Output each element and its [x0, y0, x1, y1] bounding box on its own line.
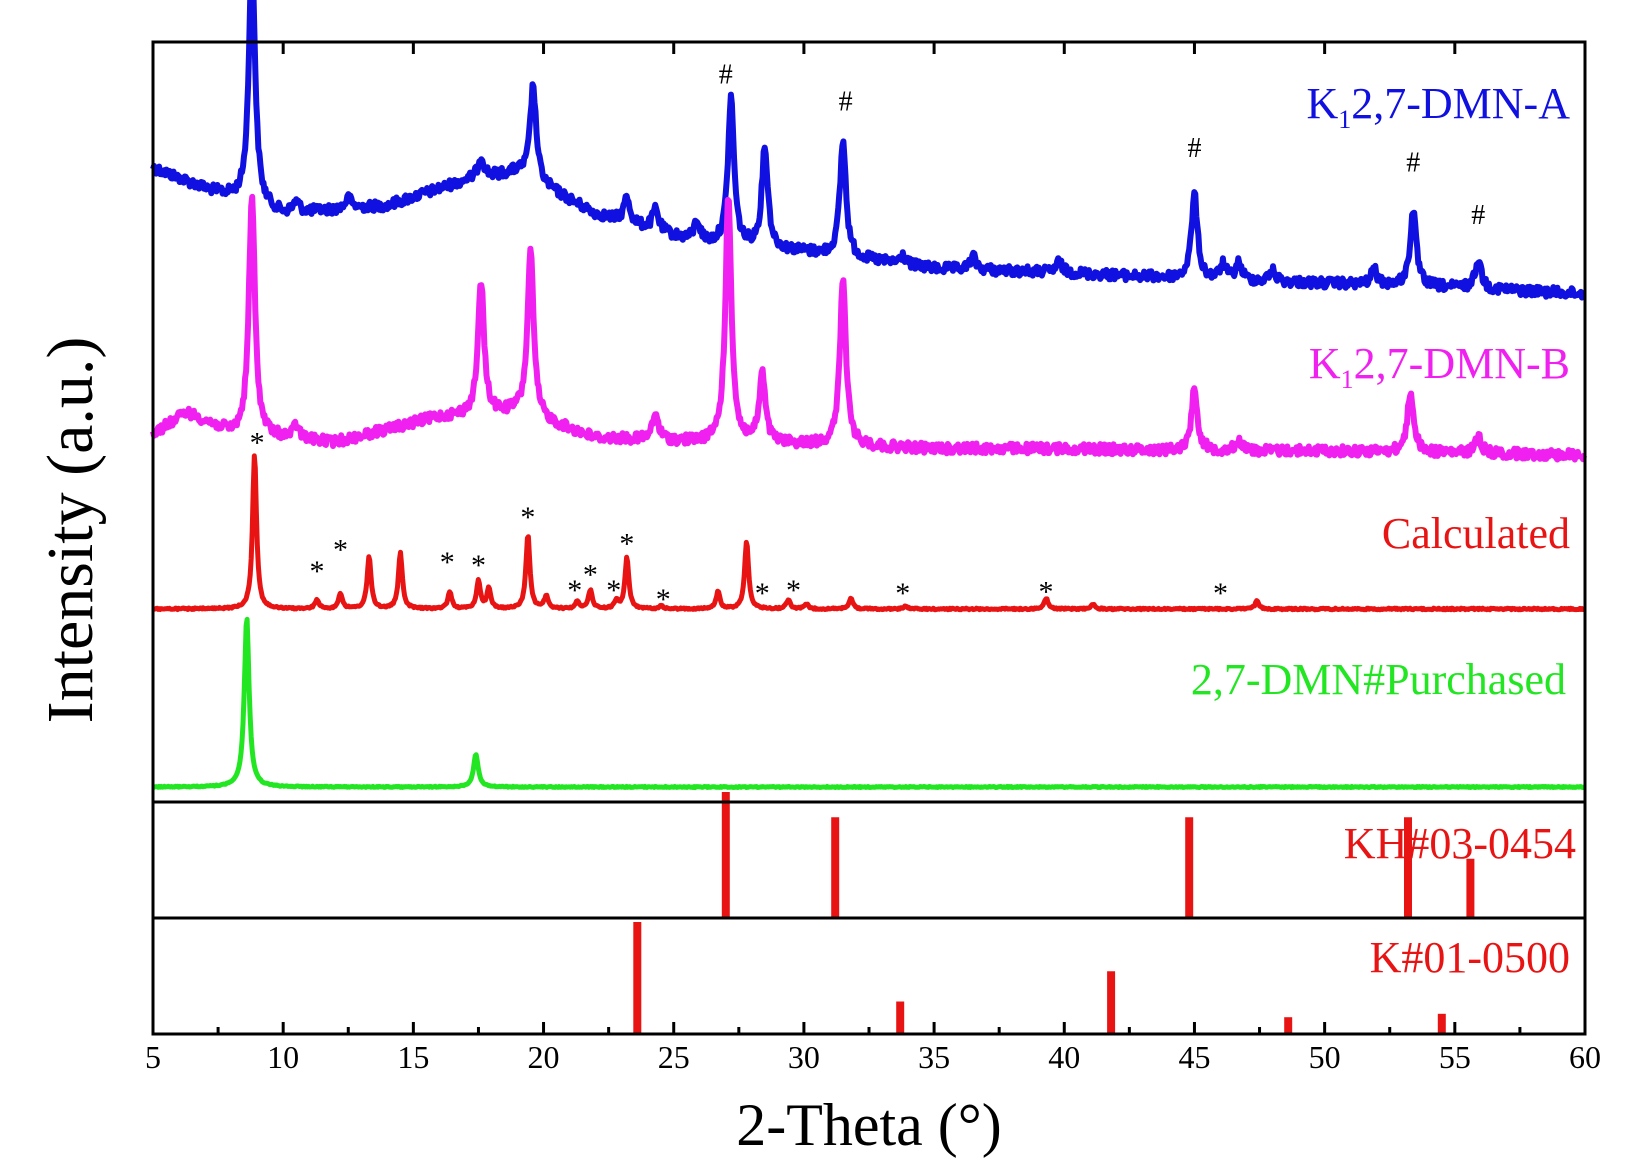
peak-marker-2-1: *	[310, 555, 325, 588]
x-tick-label-15: 15	[397, 1039, 429, 1075]
peak-marker-0-1: #	[839, 87, 853, 118]
series-0-group: # # # # #	[150, 0, 1587, 301]
peak-marker-2-14: *	[1039, 575, 1054, 608]
reference-label-k: K#01-0500	[1370, 933, 1570, 982]
x-axis: 5 10 15 20 25 30 35 40 45 50 55 60	[145, 42, 1601, 1075]
peak-marker-2-2: *	[333, 534, 348, 567]
series-label-purchased: 2,7-DMN#Purchased	[1191, 655, 1566, 704]
x-tick-label-10: 10	[267, 1039, 299, 1075]
peak-marker-2-13: *	[895, 577, 910, 610]
x-tick-label-35: 35	[918, 1039, 950, 1075]
x-tick-label-45: 45	[1178, 1039, 1210, 1075]
series-label-dmn-b-main: K	[1309, 339, 1341, 388]
series-3-group	[151, 616, 1587, 790]
peak-marker-2-9: *	[619, 527, 634, 560]
series-label-dmn-b-subscript: 1	[1341, 365, 1354, 394]
x-axis-label: 2-Theta (°)	[736, 1092, 1002, 1158]
series-label-dmn-b: K12,7-DMN-B	[1309, 339, 1570, 394]
series-line-3	[151, 616, 1587, 790]
peak-marker-2-5: *	[520, 501, 535, 534]
series-label-dmn-a-main: K	[1306, 79, 1338, 128]
x-tick-label-30: 30	[788, 1039, 820, 1075]
peak-marker-2-3: *	[440, 546, 455, 579]
x-tick-label-40: 40	[1048, 1039, 1080, 1075]
series-label-dmn-b-rest: 2,7-DMN-B	[1354, 339, 1570, 388]
svg-text:K12,7-DMN-B: K12,7-DMN-B	[1309, 339, 1570, 394]
series-line-2	[151, 453, 1587, 613]
x-tick-label-25: 25	[658, 1039, 690, 1075]
plot-layer: ### ##*** * *** * *** * * * * *	[150, 0, 1588, 1034]
series-label-dmn-a-subscript: 1	[1338, 105, 1351, 134]
peak-marker-2-0: *	[250, 427, 265, 460]
peak-marker-0-2: #	[1188, 133, 1202, 164]
peak-marker-2-6: *	[567, 574, 582, 607]
x-tick-label-50: 50	[1309, 1039, 1341, 1075]
x-tick-label-60: 60	[1569, 1039, 1601, 1075]
peak-marker-2-11: *	[755, 577, 770, 610]
x-tick-label-20: 20	[528, 1039, 560, 1075]
x-tick-label-55: 55	[1439, 1039, 1471, 1075]
peak-marker-2-4: *	[471, 549, 486, 582]
series-label-dmn-a-rest: 2,7-DMN-A	[1351, 79, 1570, 128]
peak-marker-2-15: *	[1213, 577, 1228, 610]
svg-text:K12,7-DMN-A: K12,7-DMN-A	[1306, 79, 1570, 134]
reference-label-kh: KH#03-0454	[1344, 819, 1576, 868]
y-axis-label: Intensity (a.u.)	[34, 337, 107, 724]
series-label-calculated: Calculated	[1382, 509, 1570, 558]
chart-frame	[151, 40, 1587, 1036]
peak-marker-2-12: *	[786, 574, 801, 607]
reference-1-sticks	[633, 922, 1446, 1034]
peak-marker-0-3: #	[1406, 148, 1420, 179]
peak-marker-2-8: *	[606, 574, 621, 607]
peak-marker-2-7: *	[583, 558, 598, 591]
reference-0-sticks	[721, 792, 1475, 918]
peak-marker-2-10: *	[656, 583, 671, 616]
series-label-dmn-a: K12,7-DMN-A	[1306, 79, 1570, 134]
series-1-group	[150, 193, 1588, 463]
series-line-1	[150, 193, 1588, 463]
peak-marker-0-0: #	[719, 59, 733, 90]
x-tick-label-5: 5	[145, 1039, 161, 1075]
series-line-0	[150, 0, 1587, 301]
series-2-group: *** * *** * *** * * * * *	[151, 427, 1587, 616]
peak-marker-0-4: #	[1471, 200, 1485, 231]
